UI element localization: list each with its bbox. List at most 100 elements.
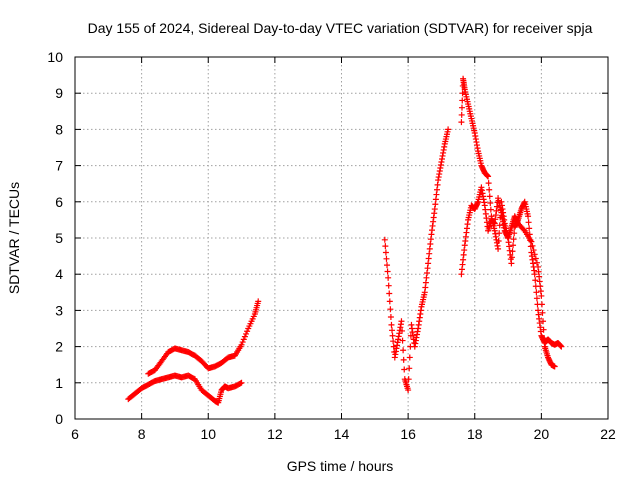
data-point-interp <box>400 356 407 363</box>
data-point-interp <box>486 186 493 193</box>
data-point-interp <box>399 327 406 334</box>
y-axis-label: SDTVAR / TECUs <box>6 182 22 294</box>
y-tick-label: 6 <box>55 194 63 210</box>
data-point-interp <box>382 243 389 250</box>
y-tick-label: 3 <box>55 302 63 318</box>
y-tick-label: 8 <box>55 121 63 137</box>
data-point-interp <box>486 193 493 200</box>
series-arc-1-lower <box>125 372 245 406</box>
data-point-interp <box>386 290 393 297</box>
x-tick-label: 18 <box>467 426 483 442</box>
data-point-interp <box>387 306 394 313</box>
data-point-interp <box>406 365 413 372</box>
chart-title: Day 155 of 2024, Sidereal Day-to-day VTE… <box>88 20 593 36</box>
data-point <box>381 236 388 243</box>
y-tick-label: 4 <box>55 266 63 282</box>
data-point-interp <box>244 328 251 335</box>
data-point <box>405 387 412 394</box>
y-tick-label: 0 <box>55 411 63 427</box>
data-point <box>531 271 538 278</box>
x-tick-label: 6 <box>71 426 79 442</box>
data-point-interp <box>384 262 391 269</box>
data-point-interp <box>533 295 540 302</box>
data-point <box>238 341 245 348</box>
series-arc-3-lower <box>458 184 558 370</box>
data-point-interp <box>496 230 503 237</box>
y-tick-label: 7 <box>55 158 63 174</box>
data-point-interp <box>532 277 539 284</box>
data-point-interp <box>496 222 503 229</box>
data-point-interp <box>399 337 406 344</box>
data-point-interp <box>526 225 533 232</box>
data-point-interp <box>382 249 389 256</box>
data-point-interp <box>459 97 466 104</box>
data-point-interp <box>239 339 246 346</box>
data-points <box>125 75 565 406</box>
data-point-interp <box>532 255 539 262</box>
data-point <box>528 238 535 245</box>
data-point-interp <box>511 230 518 237</box>
data-point <box>508 260 515 267</box>
data-point-interp <box>540 318 547 325</box>
data-point-interp <box>389 332 396 339</box>
x-tick-label: 12 <box>267 426 283 442</box>
data-point-interp <box>387 314 394 321</box>
data-point-interp <box>531 251 538 258</box>
data-point-interp <box>510 242 517 249</box>
data-point-interp <box>530 247 537 254</box>
x-tick-label: 16 <box>400 426 416 442</box>
data-point-interp <box>383 255 390 262</box>
data-point <box>385 274 392 281</box>
data-point-interp <box>405 376 412 383</box>
data-point-interp <box>401 366 408 373</box>
data-point-interp <box>390 338 397 345</box>
data-point-interp <box>539 309 546 316</box>
data-point-interp <box>510 236 517 243</box>
data-point-interp <box>243 330 250 337</box>
series-arc-2 <box>381 126 452 394</box>
data-point <box>538 292 545 299</box>
y-tick-label: 10 <box>47 49 63 65</box>
data-point-interp <box>458 104 465 111</box>
data-point <box>238 379 245 386</box>
data-point-interp <box>508 254 515 261</box>
data-point-interp <box>529 242 536 249</box>
data-point-interp <box>487 200 494 207</box>
series-arc-3-peak <box>458 75 565 350</box>
x-tick-label: 10 <box>200 426 216 442</box>
x-tick-label: 14 <box>334 426 350 442</box>
data-point-interp <box>385 282 392 289</box>
data-point-interp <box>525 219 532 226</box>
y-tick-label: 5 <box>55 230 63 246</box>
data-point <box>495 245 502 252</box>
data-point-interp <box>495 238 502 245</box>
data-point <box>388 321 395 328</box>
data-point <box>255 298 262 305</box>
data-point-interp <box>386 298 393 305</box>
data-point-interp <box>509 248 516 255</box>
x-tick-label: 8 <box>138 426 146 442</box>
y-tick-label: 1 <box>55 375 63 391</box>
data-point-interp <box>389 327 396 334</box>
data-point <box>558 343 565 350</box>
data-point-interp <box>538 301 545 308</box>
series-arc-1-upper <box>145 298 262 377</box>
y-tick-label: 9 <box>55 85 63 101</box>
grid <box>75 57 608 419</box>
data-point-interp <box>485 180 492 187</box>
data-point-interp <box>541 335 548 342</box>
y-tick-label: 2 <box>55 339 63 355</box>
data-point-interp <box>400 347 407 354</box>
data-point-interp <box>533 289 540 296</box>
data-point <box>525 213 532 220</box>
data-point-interp <box>458 111 465 118</box>
data-point-interp <box>384 268 391 275</box>
data-point-interp <box>533 259 540 266</box>
data-point-interp <box>406 354 413 361</box>
data-point <box>485 173 492 180</box>
data-point-interp <box>240 336 247 343</box>
x-tick-label: 20 <box>534 426 550 442</box>
data-point-interp <box>459 90 466 97</box>
